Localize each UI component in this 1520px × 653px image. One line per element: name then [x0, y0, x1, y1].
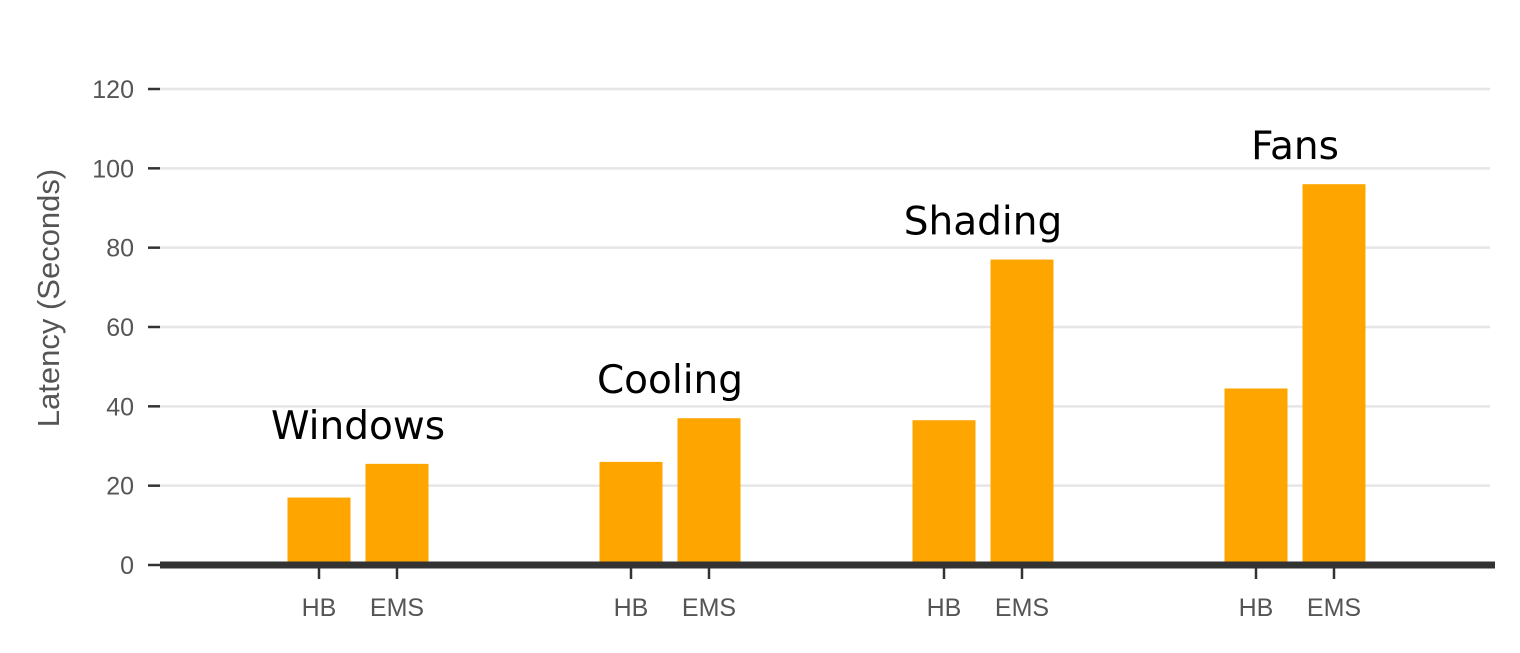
bar-shading-ems	[990, 259, 1054, 565]
xtick-label: EMS	[682, 594, 736, 622]
bar-layer	[287, 184, 1366, 565]
ytick-label: 80	[106, 235, 134, 263]
group-label-fans: Fans	[1251, 124, 1339, 169]
ytick-label: 120	[92, 76, 134, 104]
ytick-label: 100	[92, 155, 134, 183]
bar-shading-hb	[912, 420, 976, 565]
group-label-windows: Windows	[271, 404, 445, 449]
bar-windows-hb	[287, 497, 351, 565]
bar-fans-ems	[1302, 184, 1366, 565]
group-label-shading: Shading	[904, 200, 1062, 245]
ytick-label: 20	[106, 473, 134, 501]
xtick-label: EMS	[370, 594, 424, 622]
bar-fans-hb	[1224, 388, 1288, 565]
axis-layer	[148, 87, 1495, 579]
ytick-label: 0	[120, 552, 134, 580]
bar-cooling-ems	[677, 418, 741, 565]
y-axis-title: Latency (Seconds)	[31, 169, 66, 427]
ytick-label: 60	[106, 314, 134, 342]
xtick-label: HB	[302, 594, 337, 622]
xtick-label: EMS	[1307, 594, 1361, 622]
ytick-label: 40	[106, 393, 134, 421]
xtick-label: EMS	[995, 594, 1049, 622]
xtick-label: HB	[927, 594, 962, 622]
group-label-cooling: Cooling	[597, 358, 743, 403]
bar-windows-ems	[365, 463, 429, 565]
xtick-label: HB	[614, 594, 649, 622]
xtick-label: HB	[1239, 594, 1274, 622]
label-layer: 0 20 40 60 80 100 120 HB EMS Windows HB EMS Cooling H…	[92, 76, 1361, 622]
bar-cooling-hb	[599, 461, 663, 565]
